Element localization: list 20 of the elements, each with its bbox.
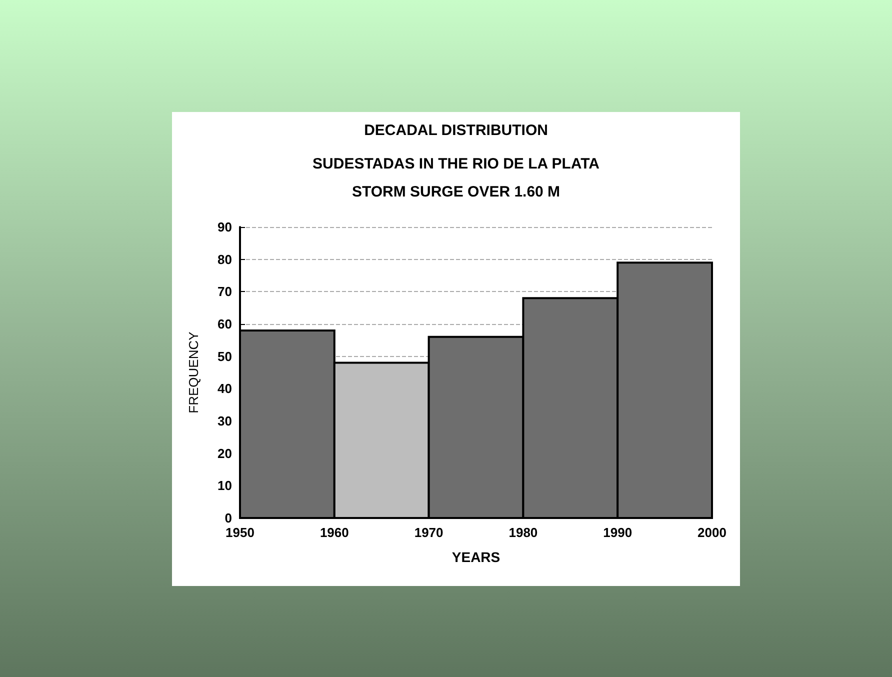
x-tick-label: 1990 bbox=[603, 525, 632, 540]
y-tick-label: 60 bbox=[218, 316, 232, 332]
y-tick-label: 0 bbox=[224, 510, 232, 526]
y-tick-label: 30 bbox=[218, 414, 232, 428]
x-tick-label: 1950 bbox=[226, 525, 254, 540]
chart-title: DECADAL DISTRIBUTION bbox=[364, 122, 548, 139]
x-tick-label: 2000 bbox=[698, 525, 726, 540]
y-tick-label: 80 bbox=[218, 252, 232, 267]
y-tick-label: 90 bbox=[218, 220, 232, 234]
y-tick-label: 70 bbox=[218, 284, 232, 300]
x-tick-label: 1970 bbox=[414, 525, 444, 540]
chart-subtitle: SUDESTADAS IN THE RIO DE LA PLATA STORM SURGE OVER 1.60 M bbox=[312, 156, 600, 200]
y-tick-label: 40 bbox=[218, 381, 232, 396]
x-tick-label: 1980 bbox=[508, 525, 538, 540]
y-tick-label: 10 bbox=[218, 478, 232, 494]
y-axis-title: FREQUENCY bbox=[186, 331, 201, 414]
x-axis-title: YEARS bbox=[452, 549, 500, 565]
y-tick-label: 50 bbox=[218, 348, 232, 364]
y-tick-label: 20 bbox=[218, 446, 232, 461]
x-tick-label: 1960 bbox=[320, 525, 349, 540]
